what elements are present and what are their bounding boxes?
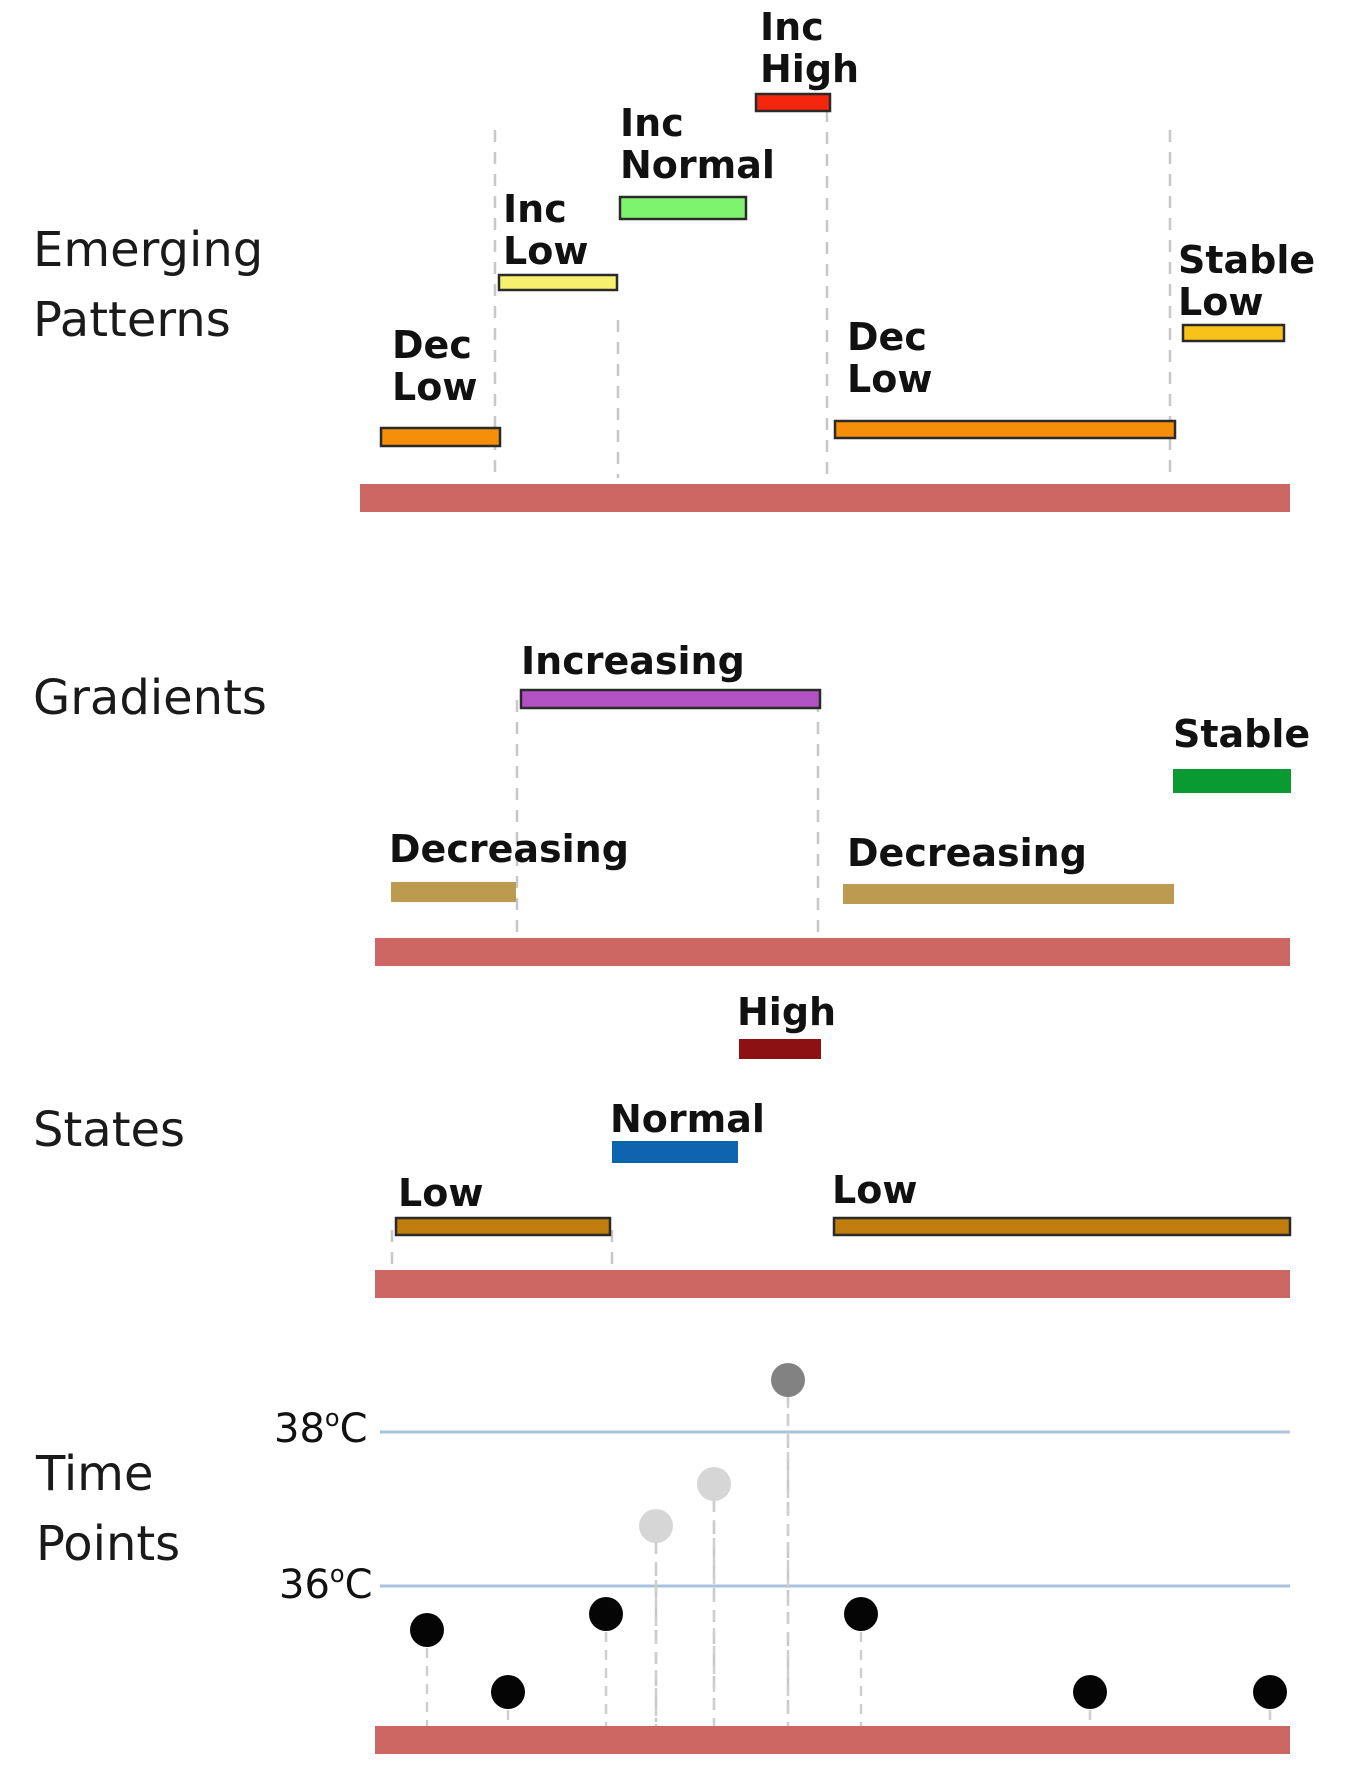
temp-label-36c-degree: o — [330, 1560, 345, 1588]
row-label-time-points-line1: Time — [35, 1446, 153, 1502]
emerging-pattern-label: Inc High — [760, 5, 859, 91]
gradient-label-line1: Increasing — [521, 639, 745, 683]
row-label-time-points-line2: Points — [36, 1516, 180, 1572]
emerging-pattern-label-line1: Dec — [847, 315, 927, 359]
emerging-pattern-bar — [618, 195, 748, 221]
emerging-pattern-label-line1: Dec — [392, 323, 472, 367]
emerging-pattern-bar — [754, 92, 832, 113]
temp-label-38c: 38oC — [274, 1404, 368, 1452]
state-bar — [832, 1216, 1292, 1237]
state-label: High — [737, 990, 836, 1034]
gradient-bars: Decreasing Increasing Decreasing Stable — [389, 639, 1310, 904]
time-point-marker — [697, 1467, 731, 1501]
emerging-pattern-label: Inc Normal — [620, 101, 775, 187]
row-label-states: States — [33, 1102, 185, 1158]
gradient-bar — [519, 688, 822, 710]
state-label: Low — [398, 1171, 483, 1215]
time-point-marker — [589, 1597, 623, 1631]
time-point-marker — [491, 1675, 525, 1709]
emerging-pattern-bar — [379, 426, 502, 448]
emerging-pattern-bar — [833, 419, 1177, 440]
row-label-time-points: Time Points — [35, 1446, 180, 1572]
emerging-pattern-label-line1: Inc — [620, 101, 684, 145]
emerging-pattern-bar — [1181, 323, 1286, 343]
gradient-label-line1: Stable — [1173, 712, 1310, 756]
temp-label-38c-degree: o — [325, 1404, 340, 1432]
time-point-marker — [771, 1363, 805, 1397]
time-point-marker — [844, 1597, 878, 1631]
emerging-pattern-label-line2: Low — [392, 365, 477, 409]
row-label-gradients: Gradients — [33, 670, 267, 726]
state-label: Normal — [610, 1097, 765, 1141]
emerging-pattern-label-line2: Low — [503, 229, 588, 273]
temp-label-38c-value: 38 — [274, 1406, 325, 1452]
emerging-pattern-label-line1: Inc — [760, 5, 824, 49]
emerging-pattern-label-line2: High — [760, 47, 859, 91]
state-bar — [612, 1141, 738, 1163]
state-label-line1: Low — [398, 1171, 483, 1215]
row-label-emerging-patterns-line2: Patterns — [33, 292, 231, 348]
emerging-pattern-label: Dec Low — [392, 323, 477, 409]
time-point-marker — [639, 1509, 673, 1543]
gradient-bar — [843, 884, 1174, 904]
row-label-emerging-patterns: Emerging Patterns — [33, 222, 278, 348]
state-label-line1: High — [737, 990, 836, 1034]
gradient-bar — [391, 882, 516, 902]
gradient-label-line1: Decreasing — [847, 831, 1087, 875]
gradient-bar — [1173, 769, 1291, 793]
state-label-line1: Low — [832, 1168, 917, 1212]
gradient-label: Decreasing — [847, 831, 1087, 875]
row-label-emerging-patterns-line1: Emerging — [33, 222, 263, 278]
emerging-pattern-bar — [497, 273, 619, 292]
emerging-patterns-timeline — [360, 484, 1290, 512]
state-bar — [394, 1216, 612, 1237]
gradient-label: Stable — [1173, 712, 1310, 756]
state-label-line1: Normal — [610, 1097, 765, 1141]
emerging-pattern-label: Dec Low — [847, 315, 932, 401]
time-point-marker — [1253, 1675, 1287, 1709]
state-bars: Low Normal High Low — [394, 990, 1292, 1237]
time-point-marker — [410, 1613, 444, 1647]
time-point-marker — [1073, 1675, 1107, 1709]
temp-label-36c-unit: C — [345, 1562, 373, 1608]
time-point-markers — [410, 1363, 1287, 1726]
temp-label-36c: 36oC — [279, 1560, 373, 1608]
emerging-pattern-label: Inc Low — [503, 187, 588, 273]
gradients-timeline — [375, 938, 1290, 966]
emerging-pattern-label: Stable Low — [1178, 238, 1315, 324]
dashed-guides — [390, 110, 1172, 1722]
time-points-timeline — [375, 1726, 1290, 1754]
temp-label-38c-unit: C — [340, 1406, 368, 1452]
state-label: Low — [832, 1168, 917, 1212]
emerging-pattern-label-line2: Low — [847, 357, 932, 401]
gradient-label: Increasing — [521, 639, 745, 683]
temp-label-36c-value: 36 — [279, 1562, 330, 1608]
gradient-label: Decreasing — [389, 827, 629, 871]
emerging-pattern-label-line2: Low — [1178, 280, 1263, 324]
emerging-pattern-label-line1: Stable — [1178, 238, 1315, 282]
state-bar — [739, 1039, 821, 1059]
states-timeline — [375, 1270, 1290, 1298]
emerging-pattern-label-line1: Inc — [503, 187, 567, 231]
gradient-label-line1: Decreasing — [389, 827, 629, 871]
emerging-pattern-label-line2: Normal — [620, 143, 775, 187]
